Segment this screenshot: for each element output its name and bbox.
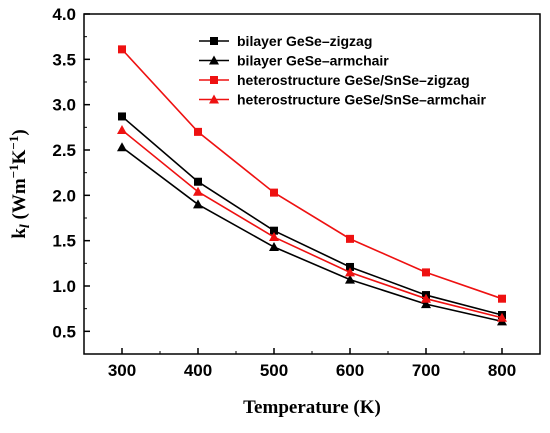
series-line-heterostructure-gese-snse-armchair [121,129,503,319]
legend-label-bilayer-gese-armchair: bilayer GeSe–armchair [237,53,389,69]
series-line-heterostructure-gese-snse-zigzag [121,48,503,300]
y-tick-label-2.0: 2.0 [52,186,76,205]
data-point-bilayer-gese-armchair-600 [345,274,355,284]
data-point-heterostructure-gese-snse-armchair-700 [421,293,431,303]
data-point-heterostructure-gese-snse-armchair-500 [269,232,279,242]
legend: bilayer GeSe–zigzag bilayer GeSe–armchair… [199,33,487,108]
data-point-bilayer-gese-zigzag-500 [270,226,278,235]
data-point-heterostructure-gese-snse-armchair-600 [345,267,355,277]
x-tick-label-800: 800 [488,361,516,380]
data-point-heterostructure-gese-snse-zigzag-800 [498,294,506,303]
y-axis-title: kl (Wm−1K−1) [6,129,33,238]
y-tick-label-4.0: 4.0 [52,5,76,24]
legend-label-heterostructure-gese-snse-zigzag: heterostructure GeSe/SnSe–zigzag [237,72,470,88]
data-point-heterostructure-gese-snse-armchair-800 [497,312,507,322]
legend-item-heterostructure-gese-snse-zigzag: heterostructure GeSe/SnSe–zigzag [199,72,470,88]
x-tick-label-300: 300 [108,361,136,380]
y-tick-label-3.0: 3.0 [52,96,76,115]
legend-item-bilayer-gese-armchair: bilayer GeSe–armchair [199,53,389,69]
legend-label-heterostructure-gese-snse-armchair: heterostructure GeSe/SnSe–armchair [237,92,487,108]
x-axis-title: Temperature (K) [243,397,381,418]
series-heterostructure-gese-snse-zigzag [118,45,506,303]
y-tick-label-1.0: 1.0 [52,277,76,296]
y-tick-label-3.5: 3.5 [52,50,76,69]
legend-marker-heterostructure-gese-snse-armchair [209,94,219,104]
legend-marker-heterostructure-gese-snse-zigzag [210,76,218,84]
data-point-bilayer-gese-armchair-300 [117,142,127,152]
x-tick-label-600: 600 [336,361,364,380]
y-axis-title-exp1: −1 [6,164,21,178]
series-bilayer-gese-armchair [117,142,507,326]
data-point-bilayer-gese-zigzag-400 [194,177,202,186]
data-point-bilayer-gese-armchair-400 [193,199,203,209]
legend-marker-bilayer-gese-zigzag [210,37,218,45]
y-tick-label-1.5: 1.5 [52,232,76,251]
data-point-heterostructure-gese-snse-armchair-400 [193,186,203,196]
y-axis-title-unit-close: ) [9,129,30,135]
legend-label-bilayer-gese-zigzag: bilayer GeSe–zigzag [237,33,372,49]
x-tick-label-700: 700 [412,361,440,380]
y-axis-title-unit-open: (Wm [9,178,30,224]
y-tick-label-0.5: 0.5 [52,322,76,341]
data-point-bilayer-gese-armchair-700 [421,299,431,309]
x-axis-ticks: 300 400 500 600 700 800 [83,348,541,380]
y-axis-title-sub: l [18,224,33,228]
data-point-heterostructure-gese-snse-zigzag-300 [118,45,126,54]
legend-marker-bilayer-gese-armchair [209,55,219,65]
y-axis-title-mid: K [9,149,30,164]
data-point-bilayer-gese-zigzag-600 [346,262,354,271]
series-layer [117,45,507,326]
legend-item-bilayer-gese-zigzag: bilayer GeSe–zigzag [199,33,372,49]
y-tick-label-2.5: 2.5 [52,141,76,160]
y-axis-title-base: k [9,228,30,239]
x-tick-label-500: 500 [260,361,288,380]
data-point-bilayer-gese-armchair-500 [269,242,279,252]
data-point-heterostructure-gese-snse-zigzag-400 [194,127,202,136]
data-point-heterostructure-gese-snse-zigzag-500 [270,188,278,197]
x-tick-label-400: 400 [184,361,212,380]
y-axis-ticks: 0.5 1.0 1.5 2.0 2.5 3.0 3.5 4.0 [52,5,90,355]
data-point-heterostructure-gese-snse-armchair-300 [117,125,127,135]
data-point-heterostructure-gese-snse-zigzag-700 [422,268,430,277]
data-point-heterostructure-gese-snse-zigzag-600 [346,234,354,243]
series-heterostructure-gese-snse-armchair [117,125,507,322]
series-line-bilayer-gese-zigzag [121,115,503,316]
legend-item-heterostructure-gese-snse-armchair: heterostructure GeSe/SnSe–armchair [199,92,487,108]
series-line-bilayer-gese-armchair [121,146,503,323]
y-axis-title-exp2: −1 [6,136,21,150]
data-point-bilayer-gese-zigzag-300 [118,112,126,121]
